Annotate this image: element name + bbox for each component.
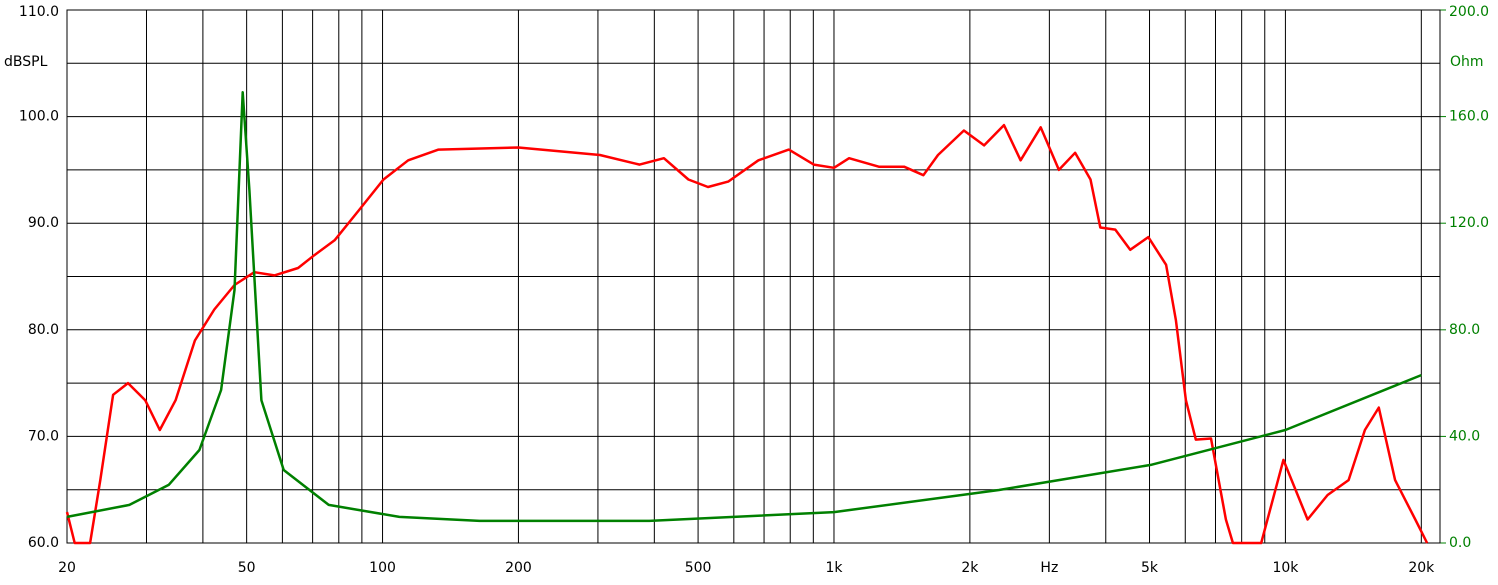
series-line xyxy=(66,91,1422,523)
x-tick-label: Hz xyxy=(1040,560,1058,576)
x-tick-label: 20 xyxy=(58,560,76,576)
y2-tick-label: 120.0 xyxy=(1449,215,1489,231)
y-tick-label: 100.0 xyxy=(19,109,59,125)
x-tick-label: 500 xyxy=(685,560,712,576)
x-tick-label: 20k xyxy=(1408,560,1435,576)
x-tick-label: 50 xyxy=(238,560,256,576)
series-line xyxy=(65,123,1429,545)
y-axis-label: dBSPL xyxy=(4,54,48,70)
y2-tick-label: 0.0 xyxy=(1449,535,1471,551)
y-tick-label: 60.0 xyxy=(28,535,59,551)
y2-tick-label: 200.0 xyxy=(1449,4,1489,20)
y-tick-label: 80.0 xyxy=(28,322,59,338)
x-tick-label: 10k xyxy=(1272,560,1299,576)
x-tick-label: 5k xyxy=(1141,560,1159,576)
y2-tick-label: 160.0 xyxy=(1449,109,1489,125)
x-tick-label: 100 xyxy=(369,560,396,576)
y-tick-label: 70.0 xyxy=(28,428,59,444)
x-tick-label: 200 xyxy=(505,560,532,576)
y-tick-label: 90.0 xyxy=(28,215,59,231)
y2-axis-label: Ohm xyxy=(1450,54,1484,70)
y2-tick-label: 40.0 xyxy=(1449,428,1480,444)
x-tick-label: 2k xyxy=(961,560,979,576)
plot-frame xyxy=(66,9,1441,544)
y2-tick-label: 80.0 xyxy=(1449,322,1480,338)
x-tick-label: 1k xyxy=(825,560,843,576)
y-tick-label: 110.0 xyxy=(19,4,59,20)
